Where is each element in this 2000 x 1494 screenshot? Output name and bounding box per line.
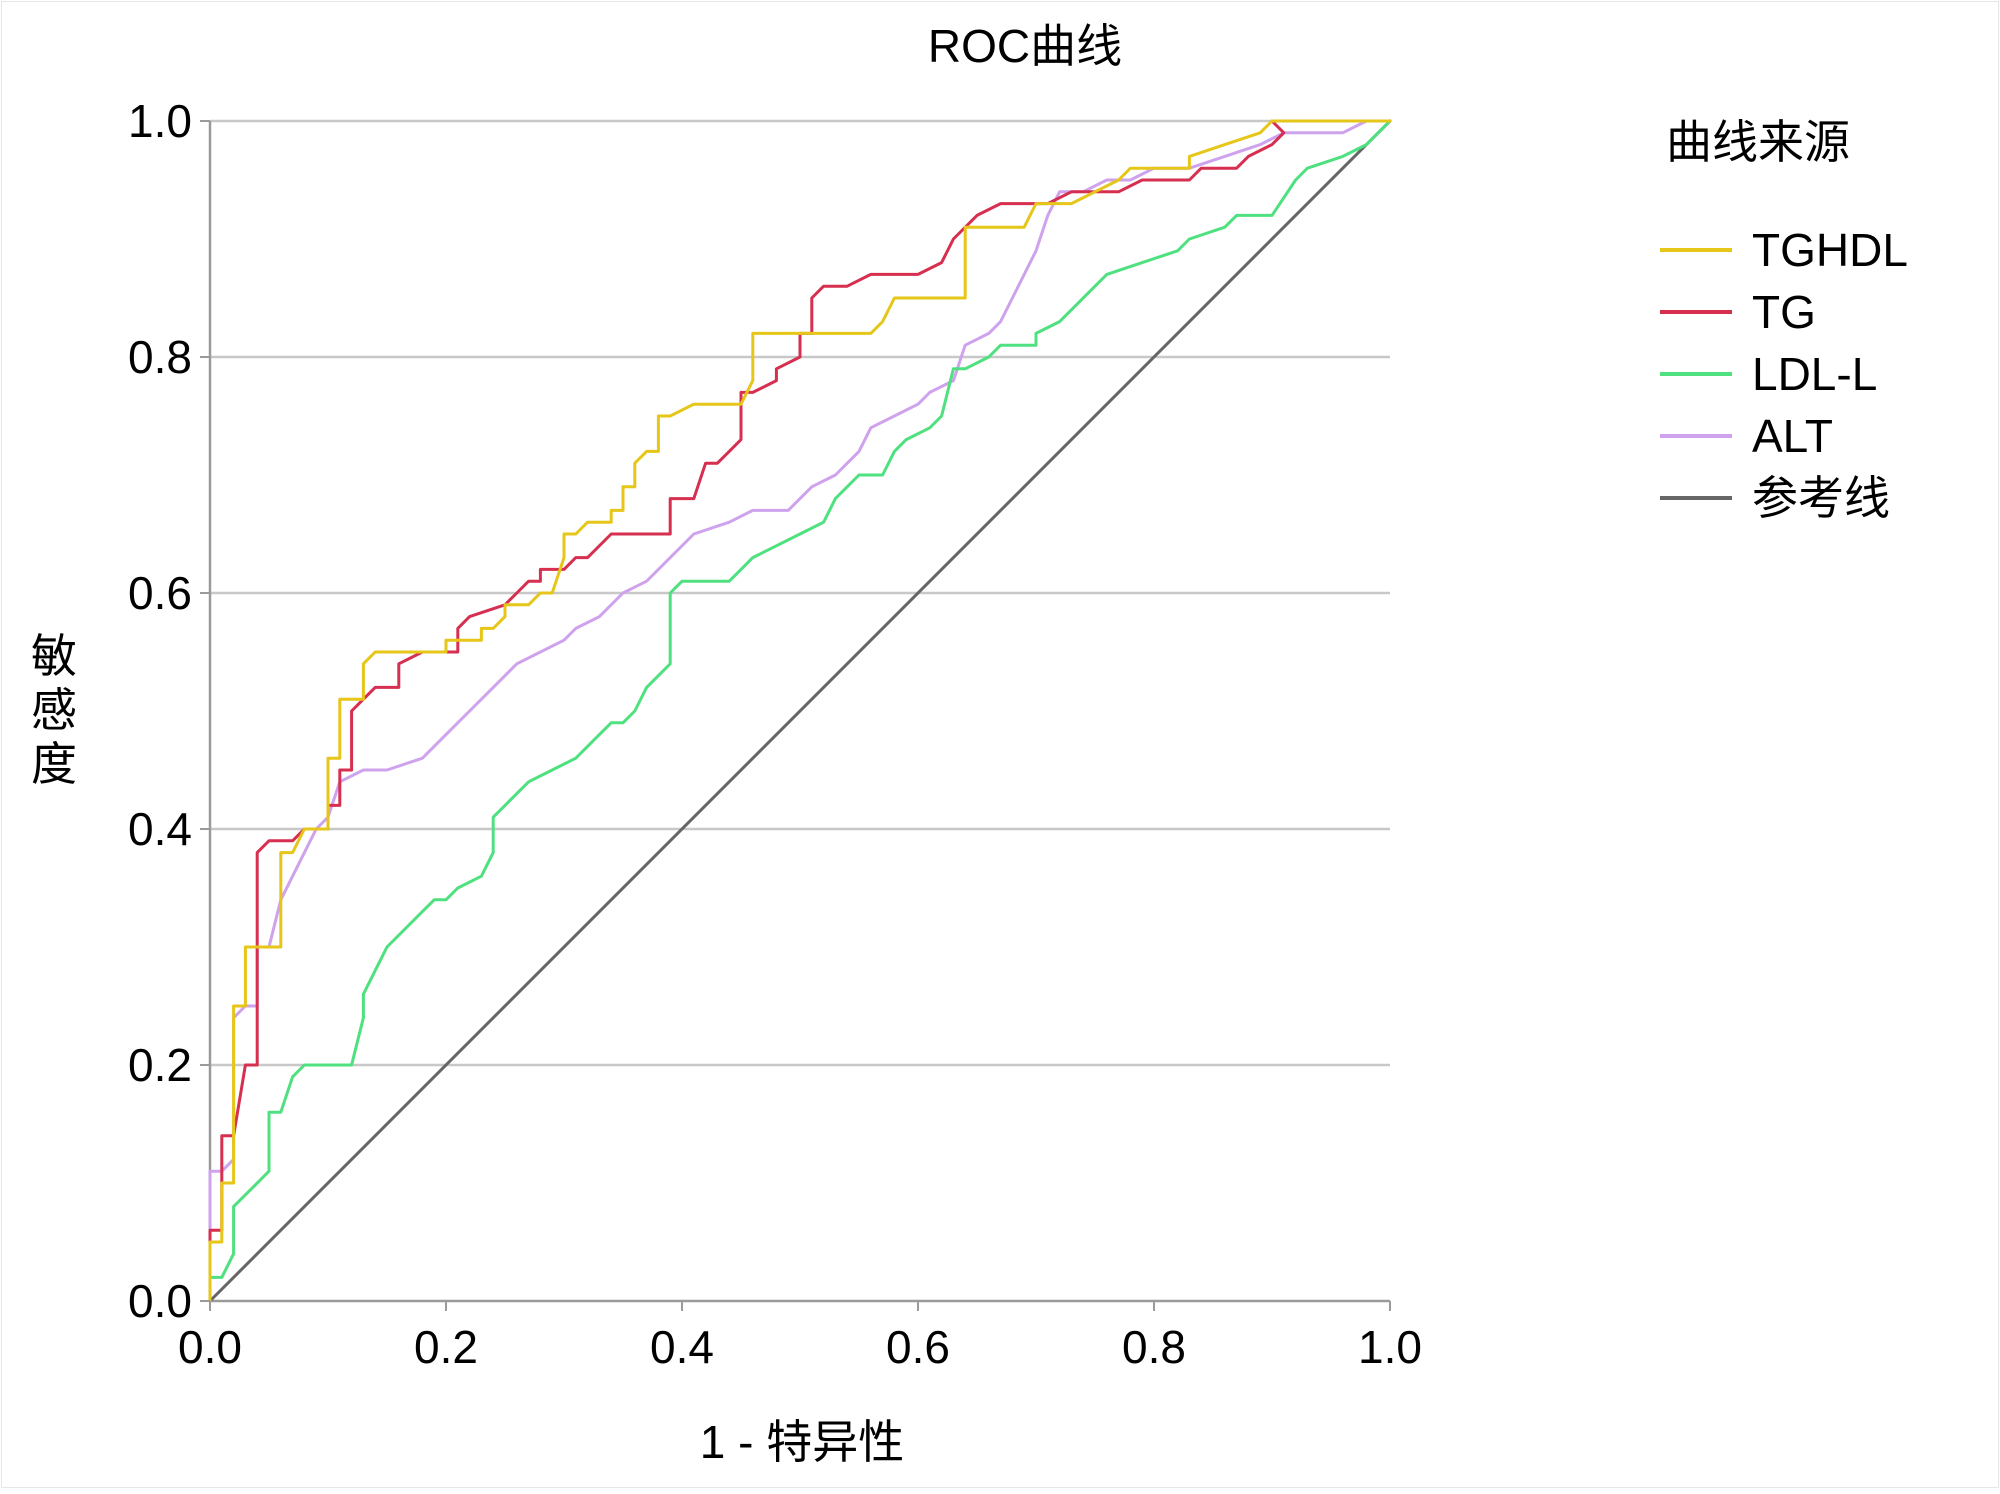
y-tick-label: 0.8 (128, 331, 192, 383)
series-layer (208, 119, 1392, 1303)
series-line-tghdl (208, 119, 1392, 1303)
legend-label: ALT (1752, 410, 1833, 462)
legend-items: TGHDL TG LDL-L ALT 参考线 (1660, 224, 1908, 524)
legend-item-alt: ALT (1660, 410, 1833, 462)
legend-label: TGHDL (1752, 224, 1908, 276)
x-tick-label: 0.4 (650, 1321, 714, 1373)
x-tick-label: 0.2 (414, 1321, 478, 1373)
series-line-reference (208, 119, 1392, 1303)
y-axis-label-char: 敏 (31, 630, 77, 682)
y-axis-label-char: 度 (31, 738, 77, 790)
legend-item-ldl-l: LDL-L (1660, 348, 1877, 400)
y-tick-label: 1.0 (128, 95, 192, 147)
series-line-ldl-l (208, 119, 1392, 1303)
y-tick-label: 0.6 (128, 567, 192, 619)
legend-label: TG (1752, 286, 1816, 338)
ticks-layer: 0.0 0.2 0.4 0.6 0.8 1.0 0.0 0.2 0.4 0.6 0.8 1.0 (128, 95, 1422, 1373)
chart-title: ROC曲线 (928, 20, 1122, 72)
y-tick-label: 0.2 (128, 1039, 192, 1091)
legend: 曲线来源 TGHDL TG LDL-L ALT 参考线 (1660, 116, 1908, 524)
axes-layer (208, 121, 1390, 1303)
x-tick-label: 1.0 (1358, 1321, 1422, 1373)
x-tick-label: 0.0 (178, 1321, 242, 1373)
grid-layer (210, 119, 1390, 1067)
x-tick-label: 0.8 (1122, 1321, 1186, 1373)
legend-title: 曲线来源 (1666, 116, 1850, 168)
x-axis-label: 1 - 特异性 (700, 1416, 904, 1468)
legend-item-reference: 参考线 (1660, 472, 1890, 524)
y-tick-label: 0.4 (128, 803, 192, 855)
legend-label: LDL-L (1752, 348, 1877, 400)
y-axis-label-char: 感 (31, 684, 77, 736)
y-tick-label: 0.0 (128, 1275, 192, 1327)
legend-item-tghdl: TGHDL (1660, 224, 1908, 276)
legend-label: 参考线 (1752, 472, 1890, 524)
y-axis-label: 敏感度 (31, 630, 77, 790)
x-tick-label: 0.6 (886, 1321, 950, 1373)
legend-item-tg: TG (1660, 286, 1816, 338)
